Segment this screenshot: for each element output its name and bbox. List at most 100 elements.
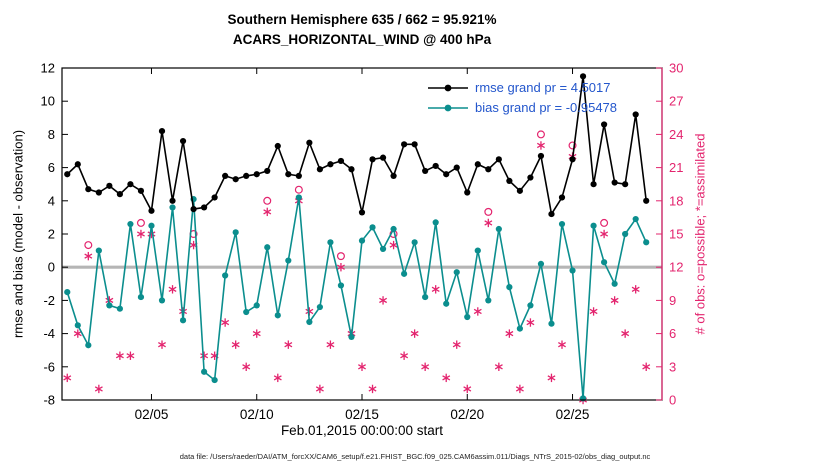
assimilated-count-marker — [379, 297, 388, 304]
rmse-point — [201, 204, 208, 211]
assimilated-count-marker — [147, 231, 156, 237]
bias-point — [306, 318, 313, 326]
bias-point — [601, 259, 608, 266]
assimilated-count-marker — [400, 353, 409, 359]
rmse-point — [169, 197, 176, 204]
x-tick-label: 02/05 — [135, 407, 169, 422]
assimilated-count-marker — [221, 319, 230, 326]
bias-point — [179, 317, 187, 324]
rmse-point — [295, 172, 302, 179]
rmse-point — [558, 194, 566, 201]
rmse-point — [137, 187, 145, 194]
bias-point — [453, 269, 460, 276]
bias-point — [643, 239, 650, 246]
right-tick-label: 18 — [669, 193, 683, 208]
bias-point — [390, 225, 397, 233]
rmse-point — [579, 73, 587, 80]
bias-point — [495, 225, 502, 233]
obs-counts-group — [63, 130, 651, 405]
bias-point — [558, 220, 566, 228]
rmse-point — [264, 167, 271, 175]
possible-count-marker — [263, 196, 272, 205]
bias-point — [243, 308, 250, 316]
bias-point — [506, 284, 513, 291]
bias-point — [116, 305, 123, 312]
bias-point — [106, 302, 113, 309]
assimilated-count-marker — [326, 342, 335, 348]
rmse-point — [506, 177, 513, 184]
bias-point — [369, 224, 376, 231]
rmse-point — [85, 186, 92, 193]
bias-point — [148, 222, 155, 229]
assimilated-count-marker — [94, 386, 103, 392]
left-tick-label: -6 — [43, 359, 55, 374]
legend: rmse grand pr = 4.5017 bias grand pr = -… — [428, 80, 617, 115]
rmse-point — [179, 137, 187, 145]
assimilated-count-marker — [273, 375, 282, 381]
legend-rmse: rmse grand pr = 4.5017 — [428, 80, 617, 95]
assimilated-count-marker — [421, 364, 430, 370]
bias-point — [316, 303, 323, 311]
bias-line — [66, 197, 647, 399]
assimilated-count-marker — [589, 308, 598, 315]
bias-point — [411, 239, 418, 246]
assimilated-count-marker — [358, 364, 366, 370]
rmse-point — [190, 206, 197, 213]
assimilated-count-marker — [600, 231, 609, 237]
possible-count-marker — [84, 241, 93, 250]
rmse-point — [443, 171, 450, 178]
rmse-point — [106, 182, 113, 189]
bias-point — [158, 297, 166, 304]
rmse-point — [253, 171, 260, 178]
assimilated-count-marker — [126, 353, 135, 359]
bias-point — [222, 272, 229, 279]
bias-point — [137, 293, 145, 301]
bias-point — [485, 297, 492, 304]
rmse-point — [401, 141, 408, 148]
assimilated-count-marker — [84, 253, 93, 259]
x-tick-label: 02/20 — [450, 407, 484, 422]
legend-bias-label: bias grand pr = -0.95478 — [475, 100, 618, 115]
rmse-point — [327, 161, 334, 168]
left-tick-label: 0 — [48, 260, 55, 275]
assimilated-count-marker — [621, 330, 630, 337]
rmse-point — [379, 154, 387, 161]
assimilated-count-marker — [105, 297, 114, 304]
x-tick-label: 02/10 — [240, 407, 274, 422]
rmse-point — [464, 189, 471, 196]
rmse-point — [306, 139, 313, 146]
bias-point — [590, 222, 597, 229]
rmse-point — [622, 181, 629, 188]
rmse-point — [422, 167, 429, 175]
bias-point — [548, 320, 555, 327]
assimilated-count-marker — [484, 220, 493, 226]
data-file-caption: data file: /Users/raeder/DAI/ATM_forcXX/… — [179, 452, 651, 461]
right-tick-label: 27 — [669, 94, 683, 109]
rmse-point — [274, 142, 281, 150]
rmse-point — [643, 197, 650, 204]
legend-rmse-label: rmse grand pr = 4.5017 — [475, 80, 611, 95]
rmse-point — [116, 191, 123, 198]
left-tick-label: -2 — [43, 293, 55, 308]
bias-point — [622, 230, 629, 238]
rmse-point — [243, 172, 250, 179]
rmse-point — [611, 179, 618, 186]
rmse-point — [369, 156, 376, 163]
bias-point — [432, 219, 439, 226]
rmse-point — [537, 152, 545, 160]
rmse-point — [148, 207, 155, 214]
x-tick-label: 02/15 — [345, 407, 379, 422]
rmse-point — [211, 194, 218, 201]
assimilated-count-marker — [431, 286, 440, 292]
left-tick-label: 4 — [48, 193, 55, 208]
bias-point — [569, 267, 576, 274]
rmse-point — [74, 161, 81, 168]
right-tick-label: 0 — [669, 393, 676, 408]
assimilated-count-marker — [463, 386, 472, 392]
left-tick-label: 12 — [41, 61, 55, 76]
assimilated-count-marker — [642, 364, 651, 370]
assimilated-count-marker — [610, 297, 619, 304]
bias-point — [527, 302, 534, 309]
bias-point — [232, 229, 239, 236]
